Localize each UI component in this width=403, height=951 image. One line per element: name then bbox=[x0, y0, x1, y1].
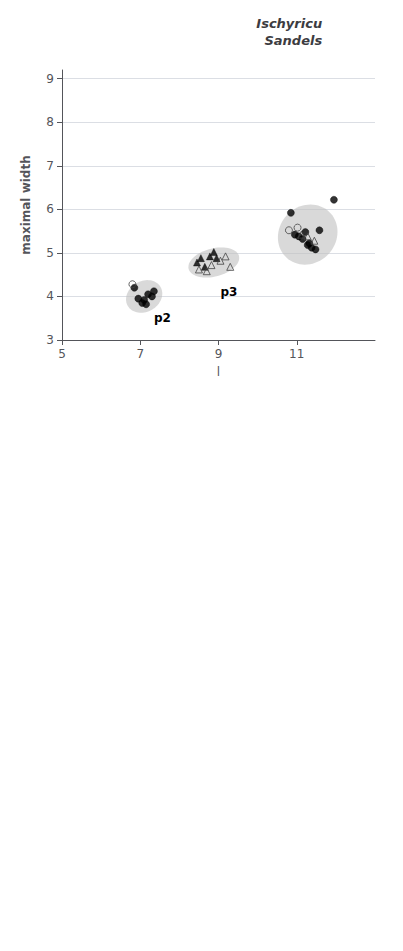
svg-text:11: 11 bbox=[289, 347, 304, 361]
svg-text:9: 9 bbox=[46, 72, 54, 86]
svg-text:Ischyricu: Ischyricu bbox=[256, 16, 322, 31]
svg-text:7: 7 bbox=[136, 347, 144, 361]
svg-text:5: 5 bbox=[58, 347, 66, 361]
svg-text:p3: p3 bbox=[220, 285, 237, 299]
svg-text:9: 9 bbox=[215, 347, 223, 361]
svg-text:Sandels: Sandels bbox=[264, 33, 322, 48]
svg-text:p2: p2 bbox=[154, 311, 171, 325]
svg-text:4: 4 bbox=[46, 289, 54, 303]
svg-text:7: 7 bbox=[46, 159, 54, 173]
svg-text:8: 8 bbox=[46, 115, 54, 129]
svg-text:l: l bbox=[217, 365, 220, 379]
svg-text:5: 5 bbox=[46, 246, 54, 260]
svg-text:3: 3 bbox=[46, 333, 54, 347]
svg-text:6: 6 bbox=[46, 202, 54, 216]
svg-text:maximal width: maximal width bbox=[19, 155, 33, 254]
